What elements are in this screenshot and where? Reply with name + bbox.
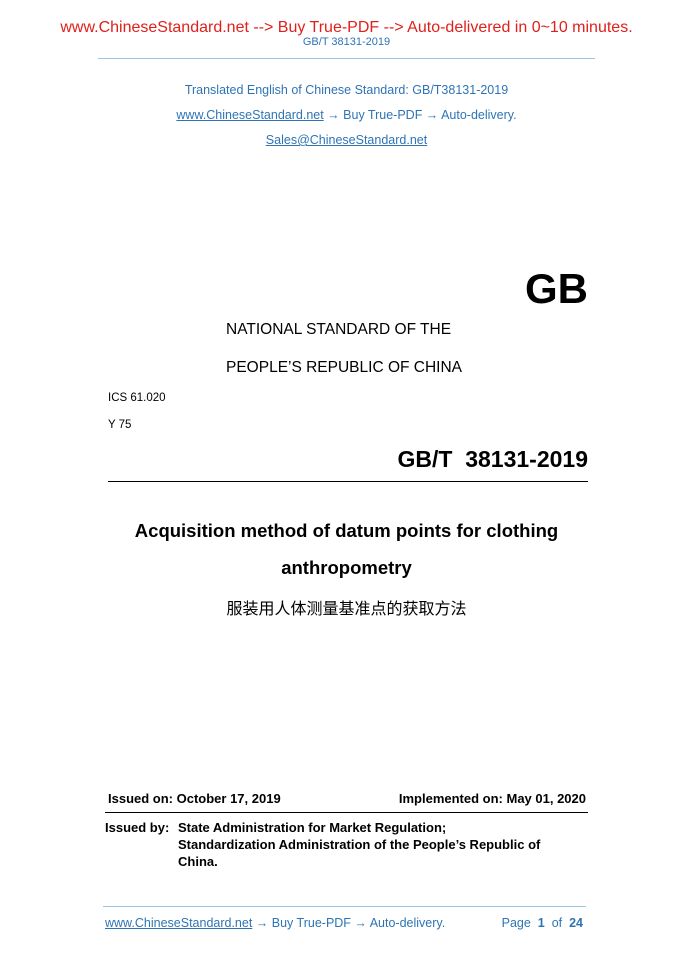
running-header: GB/T 38131-2019 [302, 36, 391, 48]
issued-by-label: Issued by: [105, 820, 170, 835]
national-standard-line2: PEOPLE’S REPUBLIC OF CHINA [226, 359, 463, 376]
title-english-line2: anthropometry [281, 557, 412, 578]
footer-link-line: www.ChineseStandard.net → Buy True-PDF →… [105, 916, 445, 930]
ics-code: ICS 61.020 [108, 392, 166, 404]
footer-link-suffix: → Buy True-PDF → Auto-delivery. [252, 916, 446, 930]
number-divider [108, 481, 588, 482]
classification-code: Y 75 [108, 419, 132, 431]
implemented-on: Implemented on: May 01, 2020 [398, 791, 586, 806]
page-indicator: Page 1 of 24 [502, 916, 583, 930]
promo-banner[interactable]: www.ChineseStandard.net --> Buy True-PDF… [60, 19, 633, 36]
dates-divider [105, 812, 588, 813]
title-chinese: 服装用人体测量基准点的获取方法 [226, 599, 467, 618]
intro-link-line: www.ChineseStandard.net → Buy True-PDF →… [0, 108, 693, 122]
national-standard-line1: NATIONAL STANDARD OF THE [226, 321, 452, 338]
issued-by-line1: State Administration for Market Regulati… [178, 820, 447, 835]
footer-website-link[interactable]: www.ChineseStandard.net [105, 916, 253, 930]
issued-by-line2: Standardization Administration of the Pe… [178, 837, 541, 852]
translated-note: Translated English of Chinese Standard: … [184, 83, 509, 97]
of-label: of [551, 916, 563, 930]
gb-logo: GB [525, 265, 588, 312]
website-link[interactable]: www.ChineseStandard.net [176, 108, 324, 122]
page-number: 1 [537, 916, 545, 930]
standard-number: GB/T 38131-2019 [397, 446, 588, 472]
intro-link-suffix: → Buy True-PDF → Auto-delivery. [323, 108, 517, 122]
email-line: Sales@ChineseStandard.net [0, 133, 693, 147]
header-divider [98, 58, 595, 59]
email-link[interactable]: Sales@ChineseStandard.net [265, 133, 428, 147]
page-total: 24 [569, 916, 583, 930]
issued-by-line3: China. [178, 854, 218, 869]
issued-on: Issued on: October 17, 2019 [108, 791, 281, 806]
footer-divider [103, 906, 586, 907]
title-english-line1: Acquisition method of datum points for c… [134, 520, 559, 541]
page-label: Page [501, 916, 531, 930]
